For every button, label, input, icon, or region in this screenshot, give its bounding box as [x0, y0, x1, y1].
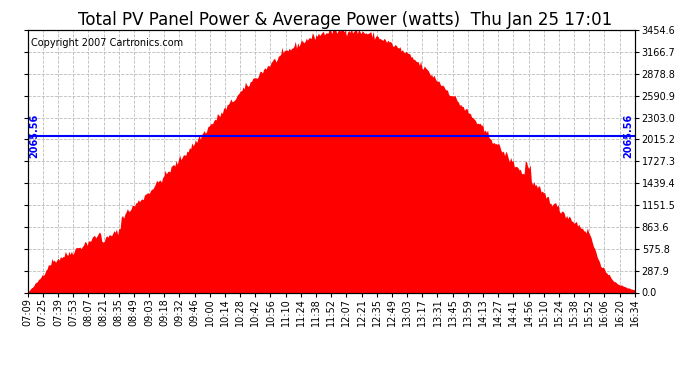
Text: 2065.56: 2065.56: [29, 113, 39, 158]
Text: 2065.56: 2065.56: [624, 113, 633, 158]
Text: Total PV Panel Power & Average Power (watts)  Thu Jan 25 17:01: Total PV Panel Power & Average Power (wa…: [78, 11, 612, 29]
Text: Copyright 2007 Cartronics.com: Copyright 2007 Cartronics.com: [30, 38, 183, 48]
